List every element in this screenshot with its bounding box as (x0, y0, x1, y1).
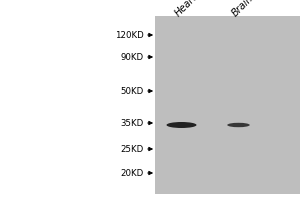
Text: 120KD: 120KD (115, 30, 144, 40)
Text: 35KD: 35KD (121, 118, 144, 128)
Ellipse shape (167, 122, 197, 128)
Text: 20KD: 20KD (121, 168, 144, 178)
Ellipse shape (227, 123, 250, 127)
Text: 25KD: 25KD (121, 144, 144, 154)
Text: Heart: Heart (173, 0, 199, 18)
Bar (154, 16, 300, 194)
Text: 50KD: 50KD (121, 86, 144, 96)
Text: 90KD: 90KD (121, 52, 144, 62)
Text: Brain: Brain (230, 0, 255, 18)
